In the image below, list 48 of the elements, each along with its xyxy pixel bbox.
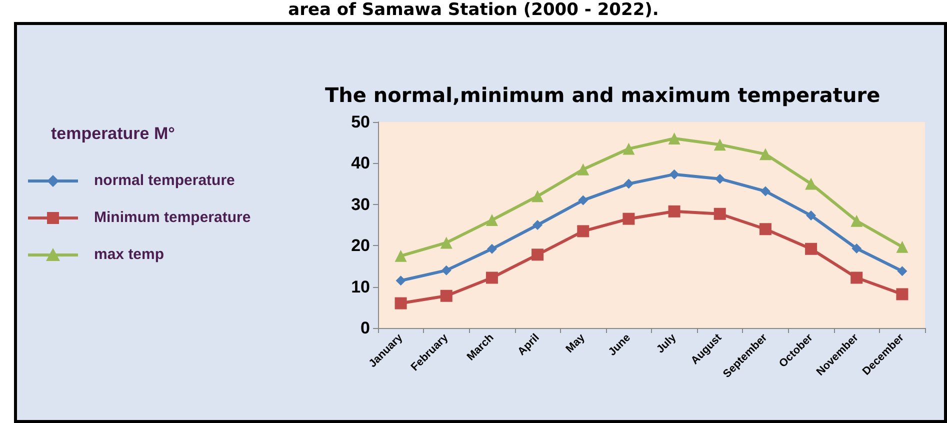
point — [897, 266, 908, 276]
y-tick-label: 40 — [351, 154, 370, 173]
y-tick-label: 0 — [360, 318, 370, 338]
point — [440, 290, 452, 302]
point — [896, 288, 908, 300]
point — [532, 248, 544, 261]
point — [805, 242, 818, 255]
point — [760, 186, 770, 196]
legend-label: normal temperature — [94, 172, 235, 189]
point — [577, 163, 590, 176]
point — [441, 265, 452, 276]
point — [759, 223, 772, 236]
point — [669, 169, 680, 180]
point — [850, 214, 863, 227]
point — [532, 190, 544, 202]
point — [622, 212, 635, 225]
point — [486, 244, 497, 254]
point — [668, 132, 680, 144]
y-tick-label: 30 — [351, 194, 370, 214]
point — [532, 220, 543, 230]
chart-title: The normal,minimum and maximum temperature — [325, 83, 880, 107]
text: area of Samawa Station (2000 - 2022). — [287, 0, 660, 20]
legend-title: temperature M° — [51, 124, 176, 143]
point — [394, 297, 407, 310]
legend-label: max temp — [94, 246, 164, 263]
point — [668, 205, 680, 218]
point — [714, 174, 725, 184]
point — [578, 195, 588, 206]
point — [852, 243, 862, 254]
point — [486, 214, 498, 226]
y-tick-label: 20 — [351, 236, 370, 256]
point — [805, 178, 818, 190]
point — [577, 225, 590, 238]
point — [624, 178, 634, 189]
y-tick-label: 50 — [351, 112, 370, 132]
point — [806, 210, 816, 221]
point — [896, 240, 908, 253]
point — [714, 138, 726, 151]
point — [714, 208, 726, 220]
point — [396, 276, 406, 286]
point — [394, 250, 407, 262]
point — [759, 148, 772, 160]
point — [622, 142, 635, 155]
y-tick-label: 10 — [351, 277, 370, 296]
legend-label: Minimum temperature — [94, 209, 251, 226]
point — [850, 272, 863, 284]
point — [440, 236, 452, 249]
point — [486, 272, 498, 284]
